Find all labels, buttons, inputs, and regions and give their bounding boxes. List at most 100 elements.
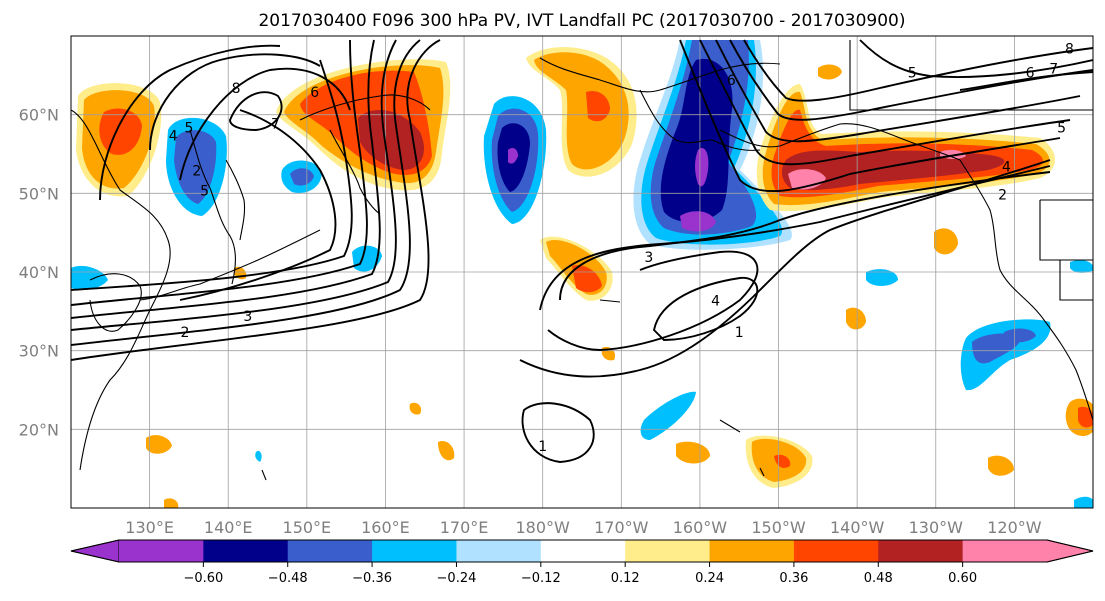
pv-positive-region [1078, 406, 1093, 428]
pv-positive-region [988, 455, 1014, 476]
pv-negative-region [174, 130, 217, 204]
contour-label: 1 [538, 439, 547, 455]
lat-tick-label: 40°N [19, 263, 59, 282]
colorbar-tick-label: 0.48 [864, 571, 893, 586]
contour-label: 7 [1049, 61, 1058, 77]
colorbar-tick-label: −0.48 [268, 571, 308, 586]
lat-tick-label: 50°N [19, 184, 59, 203]
colorbar-swatch [119, 540, 204, 562]
pv-positive-region [934, 228, 958, 255]
contour-label: 5 [1057, 120, 1066, 136]
contour-label: 6 [1026, 65, 1035, 81]
colorbar-swatch [878, 540, 964, 562]
map-title: 2017030400 F096 300 hPa PV, IVT Landfall… [258, 11, 905, 31]
contour-label: 1 [735, 325, 744, 341]
colorbar-swatch [625, 540, 711, 562]
colorbar-extend-min [70, 539, 120, 563]
colorbar-tick-label: 0.36 [779, 571, 808, 586]
colorbar-swatch [709, 540, 795, 562]
lon-tick-label: 140°E [204, 518, 253, 537]
colorbar-tick-label: 0.24 [695, 571, 724, 586]
pv-negative-region [508, 148, 518, 164]
lat-tick-label: 20°N [19, 420, 59, 439]
lon-tick-label: 150°W [751, 518, 806, 537]
lon-tick-label: 140°W [830, 518, 885, 537]
pv-positive-region [99, 108, 142, 155]
contour-label: 5 [184, 120, 193, 136]
pv-positive-region [774, 454, 791, 468]
colorbar-tick-label: −0.36 [352, 571, 392, 586]
pv-positive-region [438, 440, 455, 461]
lon-tick-label: 170°E [440, 518, 489, 537]
colorbar-swatch [540, 540, 626, 562]
contour-label: 4 [1002, 160, 1011, 176]
pv-positive-region [846, 307, 866, 330]
colorbar-swatch [372, 540, 457, 562]
contour-label: 2 [192, 164, 201, 180]
lon-tick-label: 130°E [125, 518, 174, 537]
pv-positive-region [676, 441, 710, 464]
contour-label: 6 [727, 73, 736, 89]
contour-label: 3 [644, 250, 653, 266]
contour-label: 5 [908, 65, 917, 81]
colorbar-extend-max [1046, 539, 1094, 563]
pv-positive-region [164, 498, 179, 508]
colorbar-swatch [962, 540, 1048, 562]
lon-tick-label: 170°W [594, 518, 649, 537]
colorbar-tick-label: −0.60 [183, 571, 223, 586]
pv-negative-region [660, 58, 733, 223]
pv-positive-region [358, 109, 425, 170]
pv-negative-region [680, 211, 716, 232]
pv-negative-region [1004, 328, 1036, 343]
pv-negative-region [255, 450, 262, 462]
colorbar-swatch [793, 540, 879, 562]
pv-negative-region [1074, 496, 1093, 508]
ivt-contours [71, 39, 1093, 463]
contour-label: 8 [232, 81, 241, 97]
pv-negative-region [695, 148, 709, 187]
colorbar-outline [70, 539, 1094, 563]
colorbar-tick-label: −0.24 [437, 571, 477, 586]
latitude-labels: 20°N 30°N 40°N 50°N 60°N [19, 106, 59, 440]
lon-tick-label: 160°W [673, 518, 728, 537]
pv-negative-region [972, 333, 1022, 364]
lon-tick-label: 160°E [361, 518, 410, 537]
map-frame [70, 35, 1094, 509]
pv-negative-region [640, 391, 696, 440]
contour-label: 4 [169, 128, 178, 144]
contour-label: 5 [200, 183, 209, 199]
pv-positive-region [146, 435, 172, 454]
contour-label: 7 [271, 116, 280, 132]
lat-tick-label: 30°N [19, 342, 59, 361]
pv-positive-region [781, 150, 1005, 191]
pv-positive-region [818, 64, 842, 80]
contour-label: 6 [310, 85, 319, 101]
colorbar: −0.60 −0.48 −0.36 −0.24 −0.12 0.12 0.24 0.36 0.4… [70, 539, 1094, 586]
lon-tick-label: 120°W [987, 518, 1042, 537]
lon-tick-label: 180°W [516, 518, 571, 537]
contour-label: 2 [998, 187, 1007, 203]
colorbar-tick-label: −0.12 [521, 571, 561, 586]
contour-label: 4 [711, 293, 720, 309]
pv-positive-region [409, 402, 422, 415]
longitude-labels: 130°E 140°E 150°E 160°E 170°E 180°W 170°W 160°W… [125, 518, 1041, 537]
contour-label: 2 [181, 325, 190, 341]
colorbar-tick-label: 0.60 [948, 571, 977, 586]
contour-label: 8 [1065, 42, 1074, 58]
pv-negative-region [290, 168, 314, 186]
pv-positive-region [586, 90, 610, 122]
lon-tick-label: 130°W [909, 518, 964, 537]
lon-tick-label: 150°E [283, 518, 332, 537]
colorbar-swatch [456, 540, 542, 562]
lat-tick-label: 60°N [19, 106, 59, 125]
colorbar-swatch [287, 540, 373, 562]
contour-label: 3 [243, 309, 252, 325]
colorbar-swatch [203, 540, 289, 562]
pv-negative-region [1070, 260, 1093, 273]
pv-negative-region [866, 269, 898, 286]
colorbar-tick-label: 0.12 [611, 571, 640, 586]
coastlines [71, 40, 1093, 481]
